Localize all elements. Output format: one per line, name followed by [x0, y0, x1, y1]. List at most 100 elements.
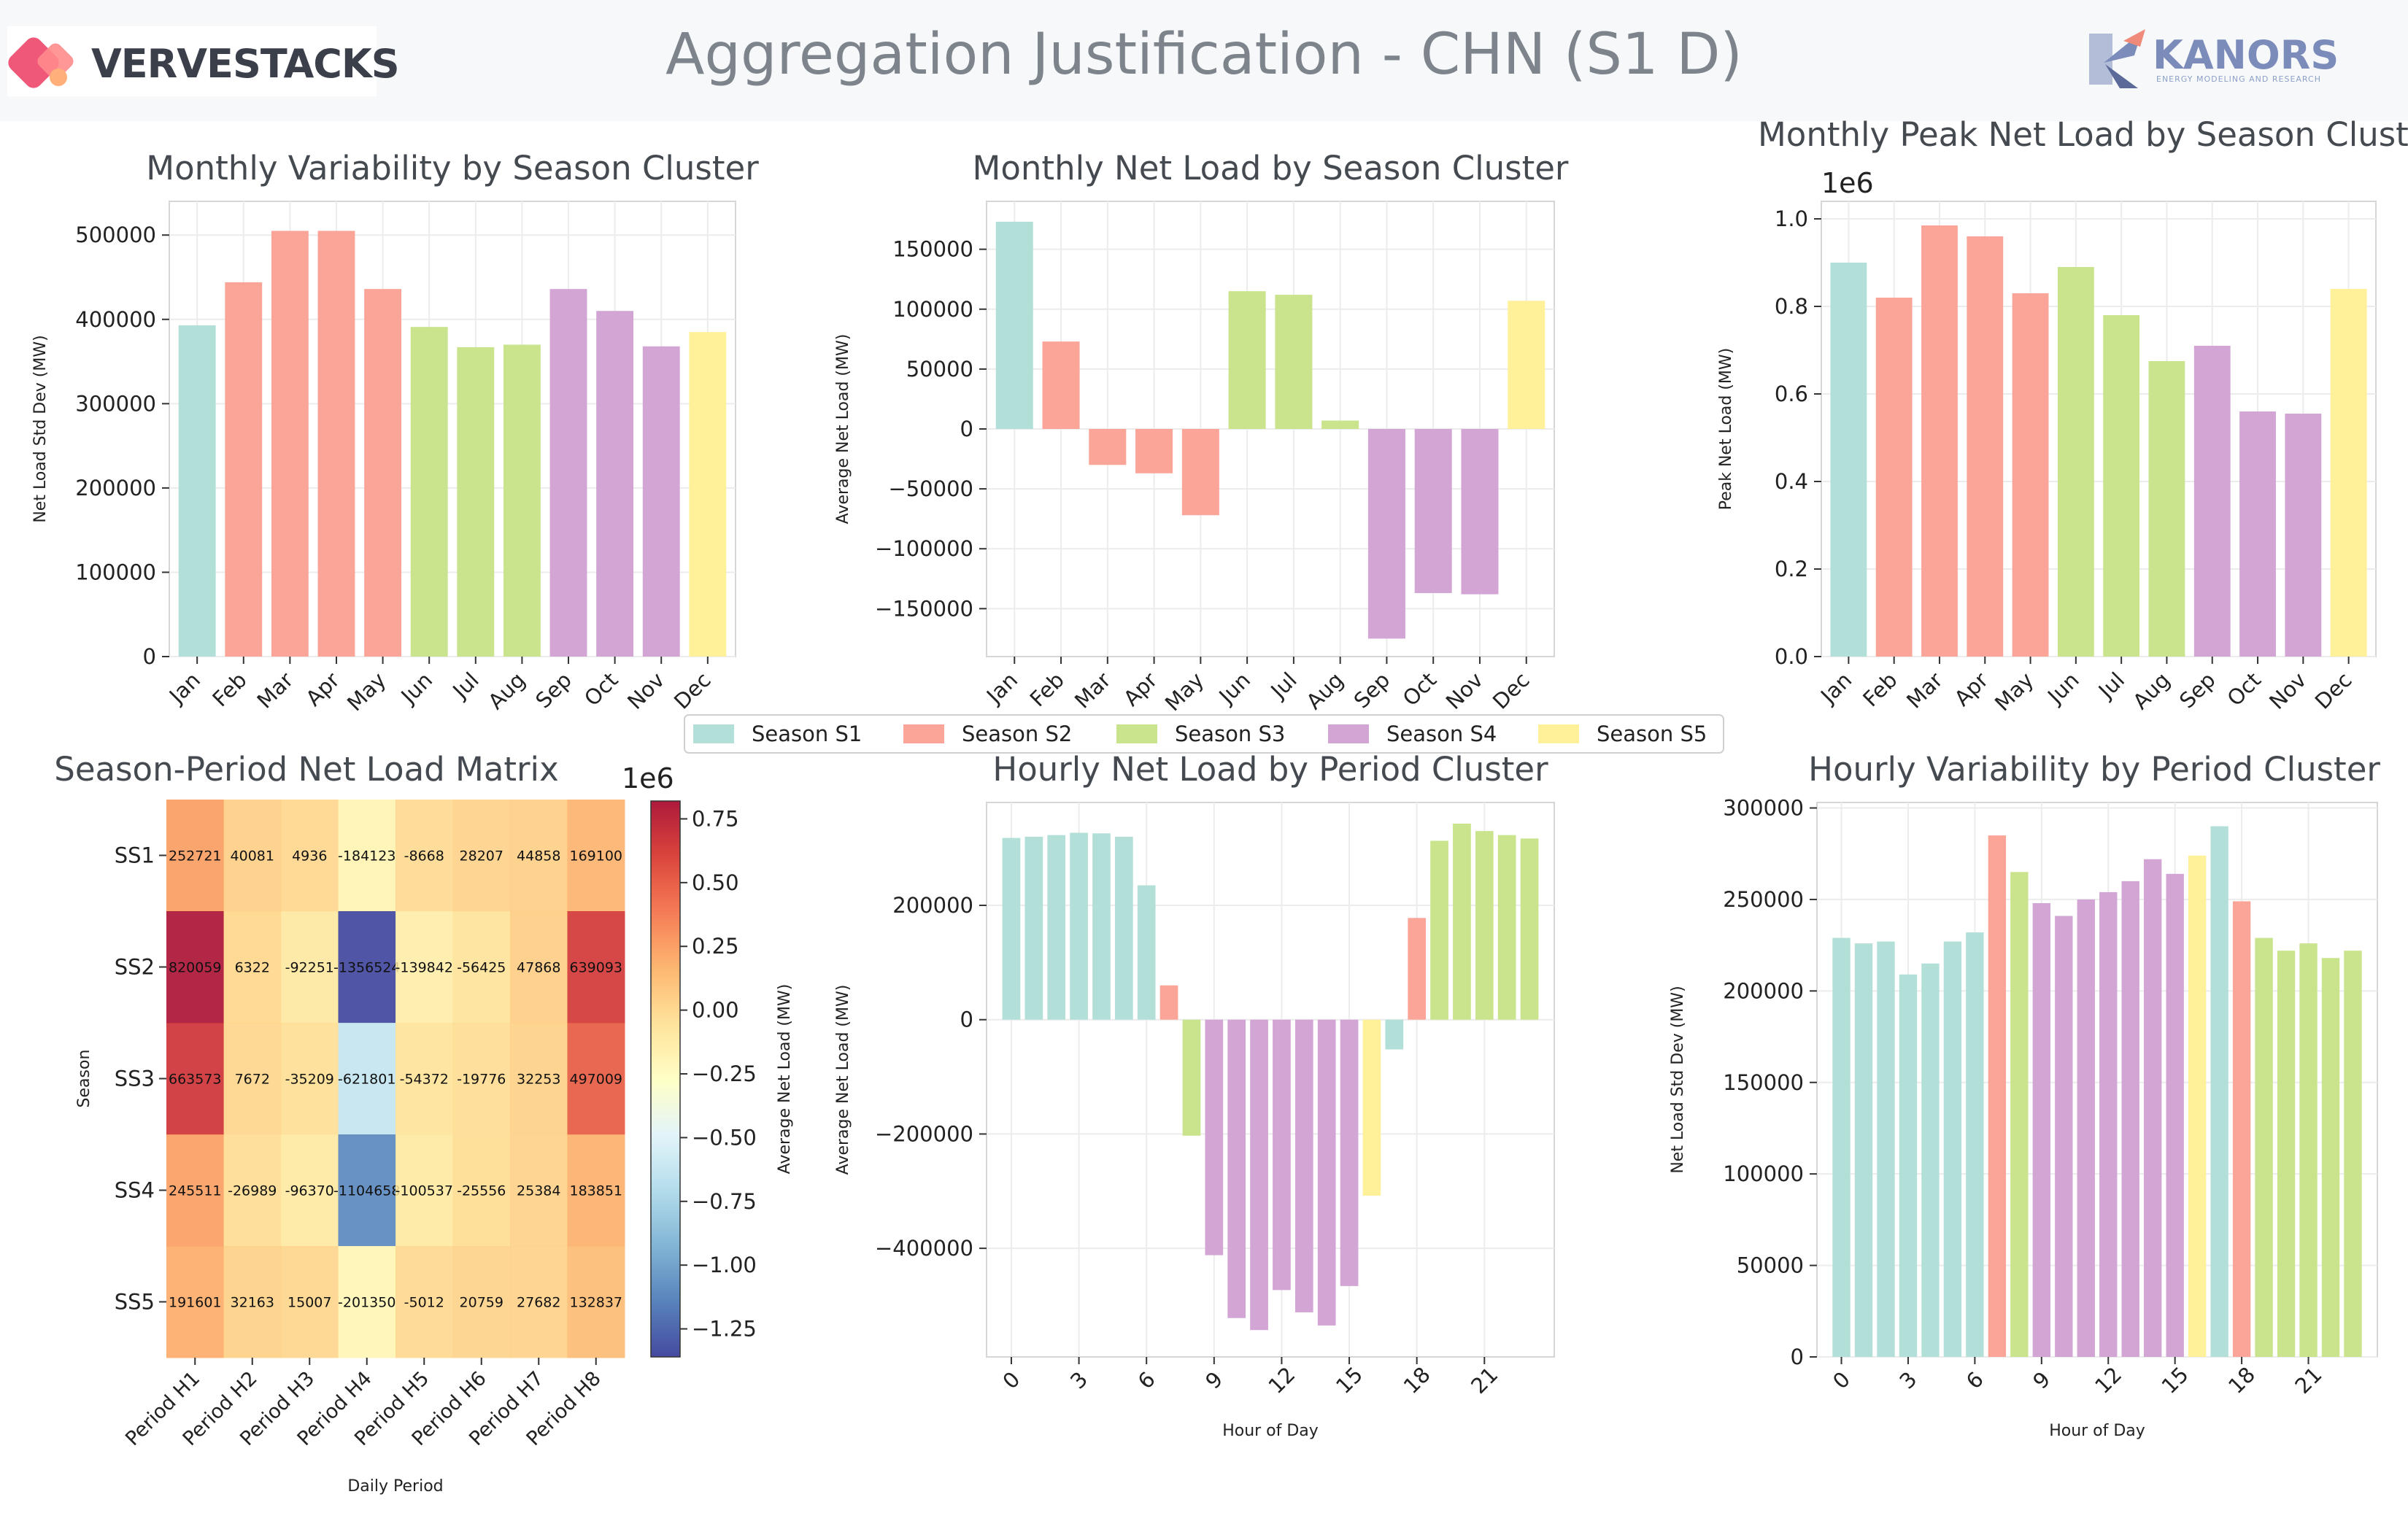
- colorbar-tick-label: 0.00: [692, 998, 739, 1023]
- legend-label: Season S4: [1386, 721, 1497, 746]
- x-tick-label: Nov: [1441, 668, 1488, 714]
- y-tick-label: 300000: [75, 391, 156, 416]
- y-tick-label: 500000: [75, 223, 156, 247]
- heatmap-cell: [166, 1023, 224, 1135]
- heatmap-cell-label: -19776: [457, 1072, 506, 1088]
- bar: [2188, 855, 2207, 1357]
- heatmap-cell-label: 132837: [569, 1295, 622, 1311]
- bar: [2277, 951, 2296, 1357]
- colorbar-tick-label: −1.00: [692, 1253, 757, 1277]
- bar: [1089, 429, 1127, 465]
- heatmap-cell: [510, 800, 568, 912]
- colorbar-tick-label: −0.50: [692, 1125, 757, 1150]
- colorbar-tick-label: 0.75: [692, 806, 739, 831]
- heatmap-cell-label: -54372: [400, 1072, 449, 1088]
- x-tick-label: Dec: [1488, 668, 1535, 714]
- kanors-logo-text: KANORS: [2153, 32, 2339, 78]
- bar: [1875, 298, 1913, 657]
- x-tick-label: 0: [1828, 1366, 1855, 1393]
- bar: [1430, 840, 1448, 1020]
- bar: [1854, 943, 1873, 1357]
- legend-label: Season S2: [962, 721, 1072, 746]
- heatmap-cell-label: -96370: [285, 1183, 334, 1199]
- bar: [2344, 951, 2362, 1357]
- chart-title: Monthly Peak Net Load by Season Cluster: [1758, 115, 2408, 154]
- bar: [1275, 295, 1313, 429]
- heatmap-cell: [510, 1246, 568, 1358]
- heatmap-cell: [338, 1023, 396, 1135]
- x-tick-label: 18: [2223, 1362, 2260, 1398]
- legend-swatch: [1116, 724, 1157, 743]
- x-tick-label: Sep: [530, 668, 576, 713]
- y-tick-label: −150000: [875, 596, 973, 621]
- y-tick-label: 200000: [1723, 978, 1804, 1003]
- vervestacks-logo-text: VERVESTACKS: [91, 41, 400, 87]
- y-tick-label: 250000: [1723, 887, 1804, 912]
- y-tick-label: 150000: [892, 237, 973, 262]
- bar: [2099, 891, 2118, 1357]
- x-tick-label: Apr: [301, 668, 344, 711]
- page-title: Aggregation Justification - CHN (S1 D): [665, 22, 1743, 88]
- x-tick-label: Jul: [2093, 668, 2129, 704]
- vervestacks-logo: VERVESTACKS: [7, 26, 400, 96]
- heatmap-cell: [338, 800, 396, 912]
- axis-offset-label: 1e6: [1821, 167, 1874, 199]
- heatmap-cell: [338, 1134, 396, 1247]
- bar: [2057, 267, 2094, 657]
- bar: [2144, 859, 2162, 1357]
- bar: [2103, 315, 2140, 657]
- x-tick-label: 6: [1133, 1366, 1160, 1393]
- bar: [1385, 1019, 1404, 1050]
- y-tick-label: −50000: [888, 476, 973, 501]
- y-tick-label: −100000: [875, 536, 973, 561]
- colorbar-tick-label: −0.25: [692, 1061, 757, 1086]
- heatmap-cell-label: 639093: [569, 960, 622, 976]
- y-tick-label: SS2: [115, 955, 155, 980]
- bar: [596, 311, 634, 657]
- chart-season-period-matrix: 252721 40081 4936 -184123 -8668 28207 44858 169…: [54, 750, 794, 1496]
- heatmap-cell-label: -100537: [395, 1183, 453, 1199]
- heatmap-cell: [166, 1246, 224, 1358]
- heatmap-cell-label: -5012: [404, 1295, 444, 1311]
- heatmap-cell-label: 47868: [517, 960, 560, 976]
- chart-title: Monthly Variability by Season Cluster: [146, 149, 759, 187]
- x-tick-label: Jun: [1213, 668, 1255, 709]
- heatmap-cell-label: -26989: [228, 1183, 277, 1199]
- heatmap-cell: [395, 800, 453, 912]
- bar: [2148, 361, 2185, 657]
- bar: [2239, 411, 2276, 657]
- bar: [1988, 835, 2007, 1357]
- heatmap-cell: [567, 1134, 625, 1247]
- heatmap-cell-label: 32253: [517, 1072, 560, 1088]
- x-tick-label: 21: [1466, 1362, 1502, 1398]
- bar: [1362, 1019, 1381, 1196]
- heatmap-cell-label: -184123: [338, 848, 395, 864]
- bar: [2166, 873, 2184, 1357]
- heatmap-cell: [510, 911, 568, 1024]
- bar: [1520, 838, 1539, 1020]
- heatmap-cell: [567, 800, 625, 912]
- bar: [2210, 826, 2228, 1357]
- y-axis-label: Average Net Load (MW): [834, 334, 852, 525]
- bar: [2012, 293, 2049, 657]
- chart-hourly_variability: 0 50000 100000 150000 200000 250000 300000 0 3 6 9…: [1669, 750, 2380, 1440]
- y-tick-label: SS4: [115, 1178, 155, 1203]
- x-tick-label: Feb: [1858, 668, 1902, 711]
- x-tick-label: Apr: [1950, 668, 1994, 711]
- heatmap-cell-label: -35209: [285, 1072, 334, 1088]
- y-tick-label: 50000: [906, 357, 973, 382]
- heatmap-cell: [395, 1134, 453, 1247]
- plot-area: [169, 201, 736, 657]
- bar: [178, 325, 216, 657]
- colorbar-offset-label: 1e6: [622, 762, 674, 794]
- chart-title: Season-Period Net Load Matrix: [54, 750, 558, 789]
- bar: [1228, 291, 1266, 429]
- bar: [2330, 289, 2367, 657]
- bar: [1921, 963, 1940, 1357]
- bar: [457, 347, 495, 657]
- heatmap-cell: [452, 1023, 511, 1135]
- heatmap-cell: [281, 1246, 339, 1358]
- x-tick-label: Mar: [252, 668, 298, 713]
